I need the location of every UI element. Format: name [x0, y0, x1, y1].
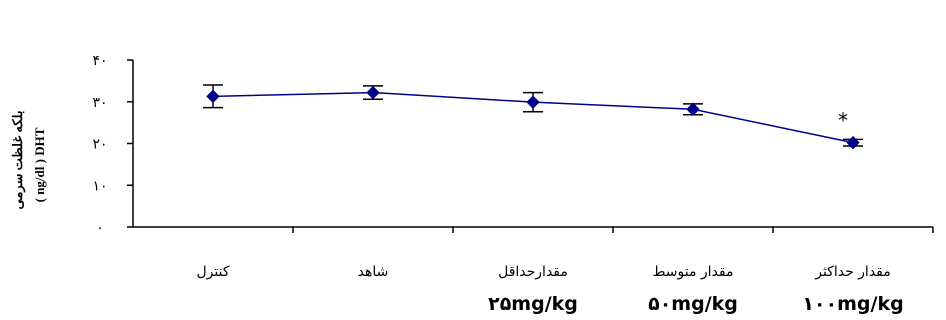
- y-ticks: ۰ ۱۰ ۲۰ ۳۰ ۴۰: [92, 53, 133, 236]
- y-axis-title: بلکه غلظت سرمی ( ng/dl ) DHT: [10, 111, 47, 210]
- y-axis-title-line-1: بلکه غلظت سرمی: [10, 111, 26, 210]
- dose-label: ۱۰۰mg/kg: [802, 293, 903, 315]
- y-tick-label: ۲۰: [92, 137, 107, 153]
- category-label: کنترل: [196, 264, 229, 280]
- x-ticks: [292, 227, 934, 233]
- category-label: مقدار حداکثر: [814, 264, 891, 280]
- annotations: *: [838, 108, 848, 132]
- y-tick-label: ۱۰: [92, 178, 107, 194]
- data-point-marker: [366, 85, 380, 100]
- data-point-marker: [206, 89, 220, 104]
- y-tick-label: ۰: [96, 220, 104, 236]
- data-point-marker: [526, 95, 540, 109]
- data-markers: [206, 85, 860, 150]
- category-label: مقدار متوسط: [652, 264, 733, 280]
- significance-star: *: [838, 108, 848, 132]
- y-axis-title-line-2: ( ng/dl ) DHT: [32, 127, 47, 202]
- data-point-marker: [846, 135, 860, 150]
- category-label: شاهد: [358, 264, 389, 280]
- dose-label: ۲۵mg/kg: [488, 293, 578, 315]
- y-tick-label: ۴۰: [92, 53, 107, 69]
- data-point-marker: [686, 102, 700, 116]
- y-tick-label: ۳۰: [92, 95, 107, 111]
- dose-label: ۵۰mg/kg: [648, 293, 738, 315]
- category-label: مقدارحداقل: [498, 264, 568, 280]
- category-labels: کنترل شاهد مقدارحداقل مقدار متوسط مقدار حداک…: [196, 264, 890, 280]
- dose-labels: ۲۵mg/kg ۵۰mg/kg ۱۰۰mg/kg: [488, 293, 904, 315]
